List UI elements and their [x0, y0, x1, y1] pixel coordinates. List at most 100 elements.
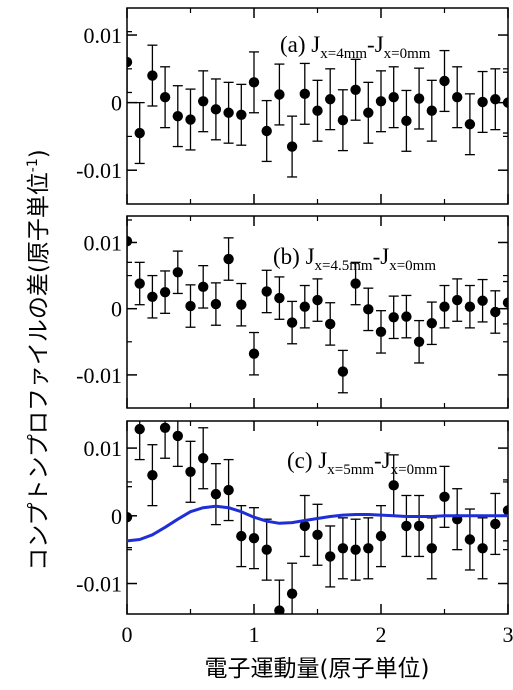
data-point	[286, 588, 298, 599]
data-point	[159, 92, 171, 103]
data-point	[363, 107, 374, 118]
panel-label-text: -J	[373, 244, 390, 269]
data-point	[337, 114, 349, 126]
data-point	[452, 294, 463, 306]
data-point	[375, 530, 387, 542]
data-point	[490, 518, 501, 530]
data-point	[159, 286, 171, 298]
data-point	[248, 77, 260, 88]
data-layer	[127, 219, 508, 394]
data-point	[223, 484, 234, 496]
data-point	[185, 466, 196, 477]
y-axis-title-main: コンプトンプロファイルの差(原子単位	[26, 172, 52, 571]
data-point	[388, 92, 399, 103]
data-point	[274, 89, 285, 100]
data-point	[375, 96, 387, 107]
data-point	[401, 520, 412, 532]
data-point	[185, 114, 196, 125]
data-point	[312, 105, 323, 116]
data-point	[261, 286, 272, 297]
data-point	[502, 97, 508, 108]
data-layer	[127, 31, 508, 178]
data-point	[127, 56, 133, 68]
y-tick-label: 0.01	[84, 436, 123, 461]
data-point	[439, 75, 450, 87]
data-point	[312, 294, 323, 306]
data-point	[248, 348, 260, 359]
panel-a: 0.01 0 -0.01 (a) Jx=4mm-Jx=0mm	[76, 7, 509, 205]
x-tick-label: 2	[376, 622, 387, 647]
data-point	[286, 317, 298, 328]
y-axis-title-close: )	[26, 149, 52, 158]
data-point	[274, 605, 285, 614]
y-axis-title-superscript: -1	[25, 158, 41, 172]
data-point	[350, 278, 361, 289]
y-tick-label: 0.01	[84, 23, 123, 48]
data-point	[502, 505, 508, 516]
data-point	[439, 301, 450, 312]
y-tick-label: -0.01	[76, 363, 122, 388]
data-point	[134, 127, 145, 139]
data-point	[172, 110, 183, 122]
panel-label-subscript: x=0mm	[391, 462, 438, 478]
data-point	[299, 301, 310, 312]
data-point	[401, 311, 412, 322]
data-point	[236, 109, 247, 120]
data-point	[210, 488, 222, 500]
data-point	[426, 318, 437, 329]
panel-label-text: (c) J	[287, 448, 327, 473]
panel-label: (b) Jx=4.5mm-Jx=0mm	[273, 244, 436, 274]
panel-label: (a) Jx=4mm-Jx=0mm	[280, 32, 431, 62]
data-point	[312, 529, 323, 540]
data-point	[210, 104, 222, 115]
data-point	[299, 520, 310, 532]
data-point	[413, 520, 425, 532]
data-point	[210, 298, 222, 310]
data-point	[452, 92, 463, 103]
data-layer	[127, 421, 508, 614]
data-point	[426, 105, 437, 116]
data-point	[363, 304, 374, 315]
panel-label: (c) Jx=5mm-Jx=0mm	[287, 448, 438, 478]
panel-label-subscript: x=0mm	[389, 258, 436, 274]
x-tick-label: 3	[503, 622, 513, 647]
data-point	[172, 430, 183, 442]
data-point	[261, 544, 272, 555]
data-point	[147, 70, 158, 81]
data-point	[350, 84, 361, 95]
y-tick-label: -0.01	[76, 158, 122, 183]
data-point	[363, 543, 374, 554]
data-point	[185, 300, 196, 312]
panel-label-subscript: x=5mm	[327, 462, 374, 478]
data-point	[413, 93, 425, 104]
y-tick-label: 0	[111, 504, 122, 529]
data-point	[477, 295, 488, 306]
data-point	[439, 491, 450, 503]
panel-label-text: -J	[367, 32, 384, 57]
data-point	[375, 326, 387, 338]
data-point	[350, 544, 361, 555]
panels: 0.01 0 -0.01 (a) Jx=4mm-Jx=0mm 0.01 0 -0.01 (b)…	[76, 7, 513, 647]
data-point	[261, 125, 272, 137]
data-point	[413, 336, 425, 347]
data-point	[172, 267, 183, 278]
data-point	[147, 469, 158, 481]
data-point	[223, 107, 234, 118]
data-point	[325, 94, 336, 105]
data-point	[134, 423, 145, 435]
data-point	[464, 534, 476, 545]
data-point	[337, 366, 349, 377]
data-point	[401, 115, 412, 127]
data-point	[127, 235, 133, 247]
data-point	[490, 94, 501, 105]
data-point	[274, 292, 285, 304]
data-point	[464, 119, 476, 130]
y-tick-label: 0	[111, 91, 122, 116]
data-point	[477, 96, 488, 108]
x-tick-label: 1	[249, 622, 260, 647]
data-point	[198, 281, 209, 293]
data-point	[426, 543, 437, 554]
data-point	[477, 543, 488, 554]
data-point	[223, 253, 234, 265]
